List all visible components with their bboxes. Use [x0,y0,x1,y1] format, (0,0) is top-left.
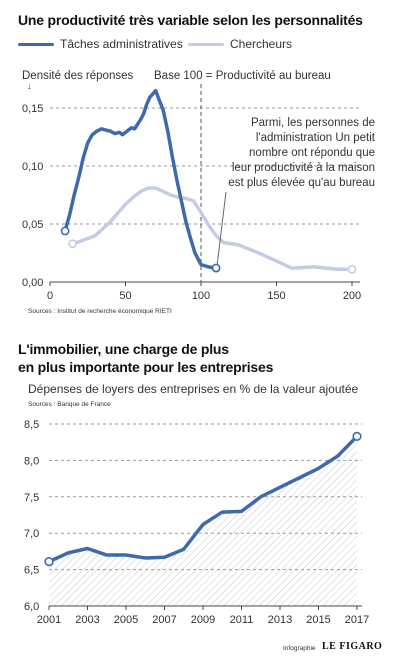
chart2-plot: 6,0 6,5 7,0 7,5 8,0 8,5 2001 2003 2005 2007 2009 20… [24,419,369,626]
x-tick-label: 2001 [37,614,61,626]
chart2-subtitle: Dépenses de loyers des entreprises en % … [28,382,359,396]
chart1-source: Sources : Institut de recherche économiq… [28,308,172,315]
chart1-annotation-line: est plus élevée qu'au bureau [228,177,375,189]
chart2-source: Sources : Banque de France [28,401,111,408]
series-line-chercheurs [70,186,354,271]
credit-brand-logo: LE FIGARO [322,641,383,652]
chart1-ylabel: Densité des réponses [22,70,134,82]
series-end-marker-chercheurs [347,264,357,274]
series-start-marker-admin [60,226,70,236]
legend-swatch-chercheurs [188,43,224,46]
chart1-annotation-line: l'administration Un petit [255,132,375,144]
series-start-marker [44,556,54,567]
annotation-leader-line [216,191,227,266]
x-tick-label: 2007 [152,614,176,626]
chart1-annotation: Parmi, les personnes de l'administration … [213,116,375,191]
series-line-admin [63,88,218,270]
y-tick-label: 0,10 [22,161,43,173]
chart1-annotation-line: nombre ont répondu que [249,147,375,159]
y-tick-label: 6,5 [24,565,39,577]
chart1-plot: 0,00 0,05 0,10 0,15 0 50 100 150 200 [22,84,361,302]
x-tick-label: 2003 [75,614,99,626]
legend-swatch-admin [18,43,54,46]
y-tick-label: 8,0 [24,455,39,467]
x-tick-label: 50 [119,290,131,302]
chart2-title-line2: en plus importante pour les entreprises [18,359,274,375]
series-start-marker-chercheurs [68,239,78,249]
x-tick-label: 2011 [230,614,254,626]
x-tick-label: 2015 [306,614,330,626]
y-tick-label: 7,5 [24,492,39,504]
chart1-annotation-line: leur productivité à la maison [231,162,375,174]
y-tick-label: 0,05 [22,219,43,231]
x-tick-label: 0 [47,290,53,302]
area-fill [49,436,357,606]
y-tick-label: 7,0 [24,528,39,540]
chart1-baseline-note: Base 100 = Productivité au bureau [154,70,331,82]
credit-prefix: Infographie [283,645,316,652]
series-end-marker-admin [211,263,221,273]
series-line-loyers [47,434,359,564]
chart2-title-line1: L'immobilier, une charge de plus [18,341,229,357]
x-tick-label: 200 [343,290,361,302]
legend-label-chercheurs: Chercheurs [230,37,293,51]
x-tick-label: 150 [267,290,285,302]
chart1-ylabel-arrow: ↓ [27,81,32,91]
legend-label-admin: Tâches administratives [60,37,183,51]
chart1-annotation-line: Parmi, les personnes de [250,117,375,129]
y-tick-label: 8,5 [24,419,39,431]
x-tick-label: 2013 [268,614,292,626]
x-tick-label: 2005 [114,614,138,626]
x-tick-label: 2017 [345,614,369,626]
y-tick-label: 0,15 [22,103,43,115]
y-tick-label: 0,00 [22,277,43,289]
chart1-title: Une productivité très variable selon les… [18,12,363,28]
series-end-marker [352,431,362,441]
x-tick-label: 2009 [191,614,215,626]
y-tick-label: 6,0 [24,601,39,613]
x-tick-label: 100 [192,290,210,302]
